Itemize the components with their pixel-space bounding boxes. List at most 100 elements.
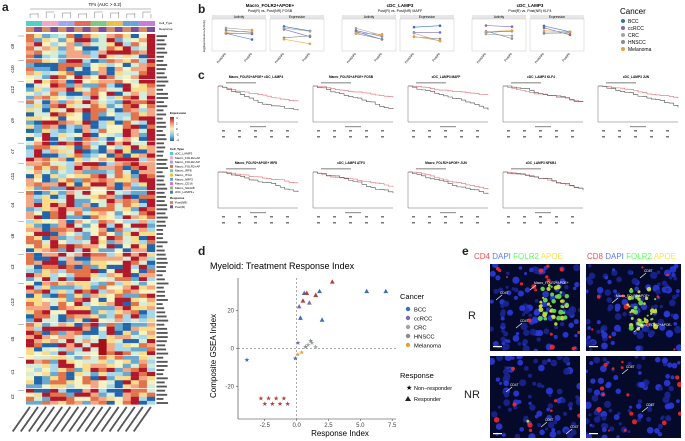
response-legend-title: Response [170,196,185,200]
green-yellow-signal [637,294,640,298]
nucleus [634,356,638,359]
nucleus [544,427,549,431]
heatmap-cell [82,219,91,224]
scatter-response-legend-title: Response [400,371,434,380]
heatmap-cell [146,244,156,249]
heatmap-cell [50,79,59,84]
heatmap-cell [98,203,107,208]
gene-label-mark [156,134,166,137]
km-strata-legend [511,82,541,84]
heatmap-cell [66,264,75,270]
km-risk-number [507,130,510,132]
heatmap-cell [114,66,123,72]
heatmap-cell [82,34,91,39]
heatmap-cell [98,392,107,397]
nucleus [559,321,565,327]
heatmap-cell [34,359,43,364]
gene-label-mark [156,68,166,71]
cell-type-legend-label: Macro_SH4A8 [175,186,195,190]
heatmap-cell [50,244,59,249]
km-risk-number [317,216,320,218]
response-track-cell [98,27,107,32]
heatmap-cell [98,128,107,134]
heatmap-cell [58,91,67,97]
heatmap-cell [66,58,75,64]
response-track-cell [42,27,51,32]
heatmap-cell [130,400,140,406]
heatmap-cell [114,256,123,261]
heatmap-cell [138,108,148,113]
km-risk-number [476,136,479,138]
heatmap-cell [114,137,123,142]
heatmap-cell [90,174,99,179]
gene-label-mark [156,270,166,273]
nucleus [524,271,528,276]
heatmap-cell [26,91,35,97]
heatmap-cell [74,58,83,64]
nucleus [659,324,666,331]
heatmap-cell [146,343,156,348]
heatmap-cell [26,339,35,344]
gene-label-mark [156,179,164,182]
nucleus [512,276,520,284]
heatmap-cell [82,87,91,92]
green-yellow-signal [638,300,644,306]
heatmap-cell [114,34,123,39]
gene-label-mark [156,393,168,396]
heatmap-cell [42,219,51,224]
nucleus [567,402,573,408]
heatmap-cell [66,165,75,171]
nucleus [556,356,563,361]
heatmap-cell [122,339,132,344]
green-yellow-signal [626,303,630,307]
heatmap-cell [74,112,83,117]
heatmap-cell [146,285,156,290]
scatter-point-nonresponder: ★ [309,339,315,347]
heatmap-cell [138,310,148,315]
heatmap-cell [114,289,123,294]
nucleus [633,330,638,335]
column-label-mark [20,406,39,433]
heatmap-cell [58,355,67,360]
heatmap-cell [122,400,132,406]
heatmap-cell [106,99,115,105]
scatter-point-nonresponder: ★ [269,400,275,408]
channel-label: CD4 [474,252,493,261]
heatmap-cell [58,128,67,134]
nucleus [668,276,673,280]
heatmap-cell [42,178,51,183]
heatmap-cell [42,99,51,105]
heatmap-cell [138,71,148,76]
heatmap-cell [146,376,156,381]
expression-tick: -4 [176,138,179,142]
heatmap-cell [66,104,75,109]
km-risk-number [666,130,669,132]
heatmap-cell [66,124,75,130]
heatmap-cell [146,95,156,101]
heatmap-cell [90,240,99,245]
heatmap-cell [50,322,59,327]
heatmap-cell [74,355,83,360]
heatmap-cell [74,310,83,315]
heatmap-cell [50,165,59,171]
heatmap-cell [138,50,148,55]
dotplot-x-label: Post(R) [373,52,383,62]
heatmap-cell [26,285,35,290]
heatmap-cell [106,380,115,385]
gene-label-mark [156,348,167,351]
heatmap-cell [138,400,148,406]
heatmap-cell [82,372,91,377]
cancer-legend-label: Melanoma [628,47,652,53]
red-signal [623,428,627,432]
heatmap-cell [90,376,99,381]
heatmap-cell [50,248,59,253]
facet-strip-label: Expression [549,15,565,19]
dotplot-x-label: Post(R) [301,52,311,62]
heatmap-cell [130,170,140,175]
km-risk-number [476,130,479,132]
heatmap-cell [74,273,83,278]
cell-type-track-cell [74,21,83,26]
heatmap-cell [26,124,35,130]
heatmap-cell [98,54,107,59]
nucleus [596,320,601,325]
